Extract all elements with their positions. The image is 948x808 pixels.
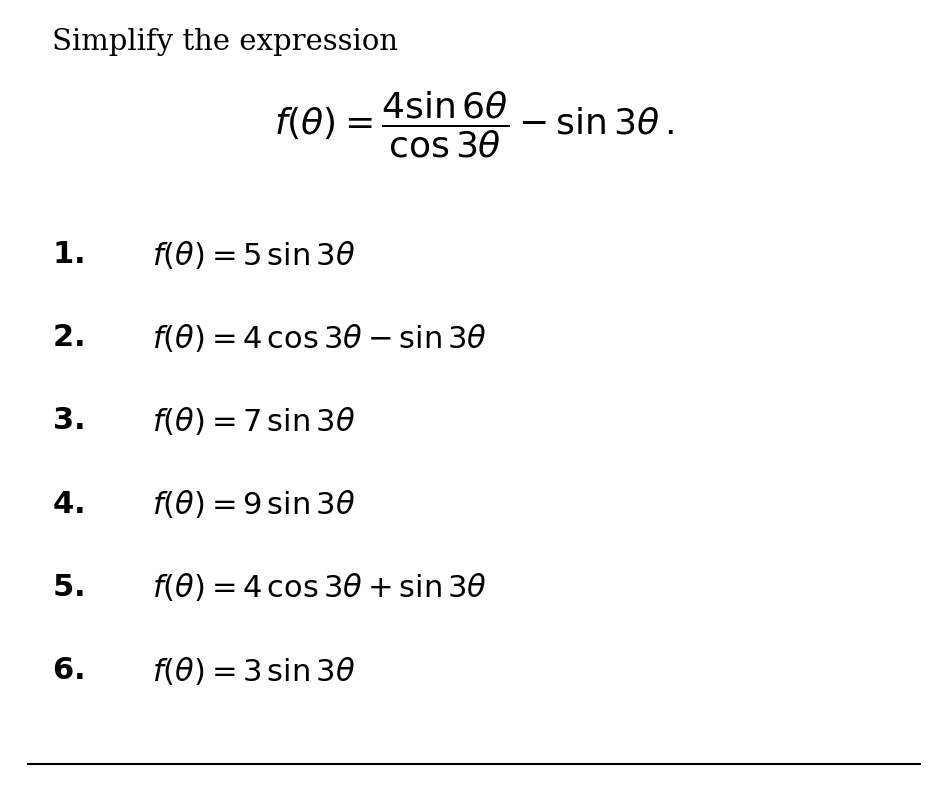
Text: $\mathbf{3.}$: $\mathbf{3.}$ bbox=[52, 406, 83, 436]
Text: $\mathbf{1.}$: $\mathbf{1.}$ bbox=[52, 240, 83, 269]
Text: $f(\theta) = 4\,\mathrm{cos}\,3\theta - \mathrm{sin}\,3\theta$: $f(\theta) = 4\,\mathrm{cos}\,3\theta - … bbox=[152, 322, 486, 354]
Text: Simplify the expression: Simplify the expression bbox=[52, 28, 398, 57]
Text: $f(\theta) = 3\,\mathrm{sin}\,3\theta$: $f(\theta) = 3\,\mathrm{sin}\,3\theta$ bbox=[152, 654, 355, 687]
Text: $f(\theta) = 5\,\mathrm{sin}\,3\theta$: $f(\theta) = 5\,\mathrm{sin}\,3\theta$ bbox=[152, 238, 355, 271]
Text: $f(\theta) = \dfrac{4\sin 6\theta}{\cos 3\theta} - \sin 3\theta\,.$: $f(\theta) = \dfrac{4\sin 6\theta}{\cos … bbox=[274, 90, 674, 160]
Text: $f(\theta) = 9\,\mathrm{sin}\,3\theta$: $f(\theta) = 9\,\mathrm{sin}\,3\theta$ bbox=[152, 488, 355, 520]
Text: $\mathbf{5.}$: $\mathbf{5.}$ bbox=[52, 573, 83, 602]
Text: $f(\theta) = 7\,\mathrm{sin}\,3\theta$: $f(\theta) = 7\,\mathrm{sin}\,3\theta$ bbox=[152, 405, 355, 437]
Text: $\mathbf{6.}$: $\mathbf{6.}$ bbox=[52, 656, 83, 685]
Text: $f(\theta) = 4\,\mathrm{cos}\,3\theta + \mathrm{sin}\,3\theta$: $f(\theta) = 4\,\mathrm{cos}\,3\theta + … bbox=[152, 571, 486, 604]
Text: $\mathbf{2.}$: $\mathbf{2.}$ bbox=[52, 323, 83, 352]
Text: $\mathbf{4.}$: $\mathbf{4.}$ bbox=[52, 490, 83, 519]
